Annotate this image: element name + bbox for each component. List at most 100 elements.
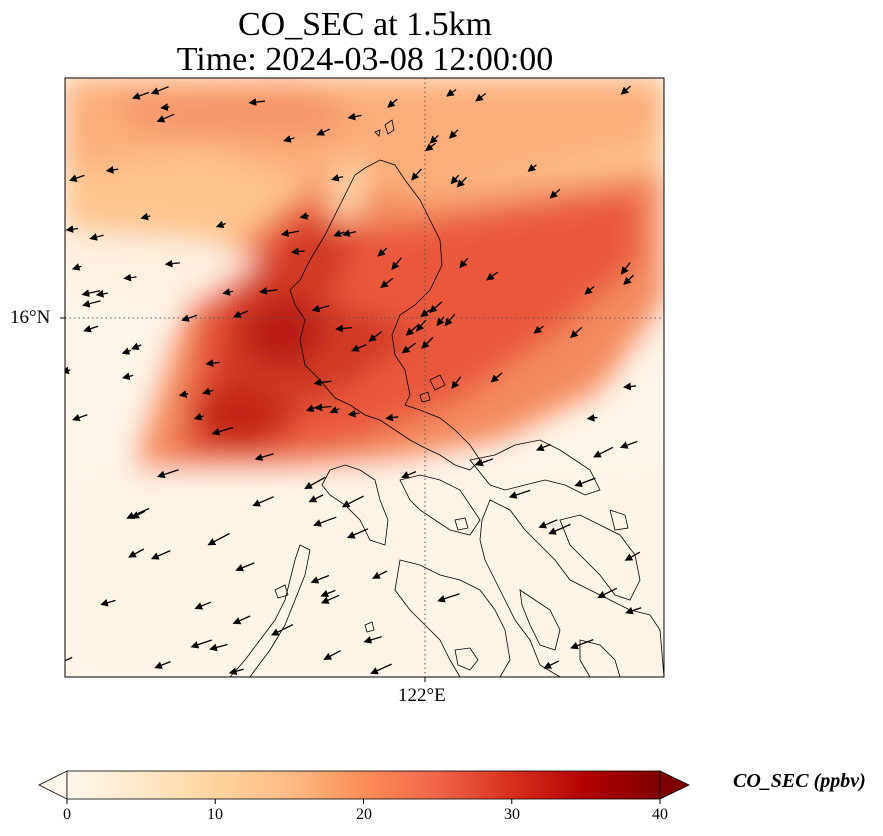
colorbar-tick-marks xyxy=(66,799,661,804)
wind-arrow xyxy=(329,406,340,414)
wind-arrow xyxy=(156,113,175,123)
wind-arrow xyxy=(222,288,234,296)
wind-arrow xyxy=(570,638,594,650)
field-south-clean xyxy=(65,470,664,677)
wind-arrow xyxy=(131,91,150,100)
wind-arrow xyxy=(190,639,213,649)
colorbar-extend-low xyxy=(38,770,68,800)
wind-arrow xyxy=(446,88,457,97)
colorbar-gradient xyxy=(66,770,661,800)
colorbar-label: CO_SEC (ppbv) xyxy=(733,770,866,792)
wind-arrow xyxy=(543,660,560,669)
wind-arrow xyxy=(415,319,427,332)
wind-arrow xyxy=(121,347,132,355)
wind-arrow xyxy=(347,112,362,121)
title-line-1: CO_SEC at 1.5km xyxy=(237,6,493,43)
wind-arrow xyxy=(593,446,614,458)
concentration-field xyxy=(65,78,664,677)
wind-arrow xyxy=(150,86,169,95)
wind-arrow xyxy=(448,129,459,139)
wind-arrow xyxy=(126,507,150,520)
wind-arrow xyxy=(475,92,487,102)
colorbar-tick-40: 40 xyxy=(652,806,668,823)
wind-arrow xyxy=(194,601,212,610)
colorbar-tick-0: 0 xyxy=(63,806,71,823)
wind-arrow xyxy=(391,257,402,271)
wind-arrow xyxy=(131,342,142,350)
wind-arrow xyxy=(209,643,228,652)
wind-arrow xyxy=(335,324,353,333)
wind-arrow xyxy=(215,220,227,229)
wind-arrow xyxy=(420,309,431,318)
wind-arrow xyxy=(178,390,189,398)
wind-arrow xyxy=(341,495,364,508)
wind-arrow xyxy=(235,562,255,572)
colorbar-extend-high xyxy=(659,770,690,800)
wind-arrow xyxy=(311,304,330,313)
wind-arrow xyxy=(331,173,344,182)
wind-arrow xyxy=(308,494,324,503)
wind-arrow xyxy=(83,325,99,333)
wind-arrow xyxy=(202,387,214,396)
wind-arrow xyxy=(156,469,179,479)
wind-arrow xyxy=(252,496,274,507)
wind-arrow xyxy=(450,174,460,185)
wind-arrow xyxy=(437,593,460,603)
wind-arrow xyxy=(160,103,170,111)
wind-arrow xyxy=(533,325,544,334)
wind-arrow xyxy=(333,229,345,238)
wind-arrow xyxy=(233,310,249,318)
wind-arrow xyxy=(623,274,635,285)
wind-arrow xyxy=(105,165,119,174)
wind-arrow xyxy=(150,550,171,560)
gridlines xyxy=(65,78,664,677)
wind-arrow xyxy=(154,660,171,669)
wind-arrow xyxy=(625,606,642,615)
wind-arrow xyxy=(65,656,73,662)
wind-arrow xyxy=(620,85,631,95)
wind-arrow xyxy=(280,229,300,237)
wind-arrow xyxy=(283,135,295,143)
wind-arrow xyxy=(475,458,494,467)
wind-arrow xyxy=(486,271,499,281)
wind-arrow xyxy=(436,316,445,327)
wind-arrow xyxy=(385,413,399,422)
wind-arrow xyxy=(68,174,85,182)
wind-arrow xyxy=(429,301,443,313)
wind-arrow xyxy=(574,477,596,487)
wind-arrow xyxy=(81,299,101,308)
wind-arrow xyxy=(363,636,382,644)
wind-arrow xyxy=(570,326,583,339)
wind-arrow xyxy=(536,443,551,452)
wind-arrow xyxy=(623,382,637,391)
wind-arrow xyxy=(351,344,367,352)
wind-arrow xyxy=(387,98,398,108)
wind-arrow xyxy=(342,229,357,237)
wind-arrow xyxy=(207,532,230,546)
wind-arrow xyxy=(259,287,278,295)
wind-arrow xyxy=(254,453,274,461)
wind-arrow xyxy=(377,247,388,257)
wind-arrow xyxy=(597,587,618,598)
wind-arrow xyxy=(624,551,641,561)
wind-arrow xyxy=(400,470,417,479)
wind-arrow xyxy=(71,413,88,422)
wind-arrow xyxy=(316,128,331,136)
wind-arrow xyxy=(346,528,369,539)
wind-arrow xyxy=(370,663,392,675)
wind-arrow xyxy=(456,176,467,188)
lon-tick-label: 122°E xyxy=(398,685,446,706)
wind-arrow xyxy=(548,523,571,535)
wind-arrow xyxy=(140,212,151,221)
wind-arrow xyxy=(508,489,531,499)
wind-arrow xyxy=(401,342,416,354)
wind-arrow xyxy=(65,225,78,233)
wind-arrow xyxy=(314,403,332,412)
lat-tick-label: 16°N xyxy=(10,307,51,328)
wind-arrow xyxy=(95,289,108,298)
wind-arrow xyxy=(299,212,310,220)
wind-arrow xyxy=(320,594,340,604)
field-plume-peak xyxy=(240,290,330,370)
colorbar-tick-20: 20 xyxy=(356,806,372,823)
